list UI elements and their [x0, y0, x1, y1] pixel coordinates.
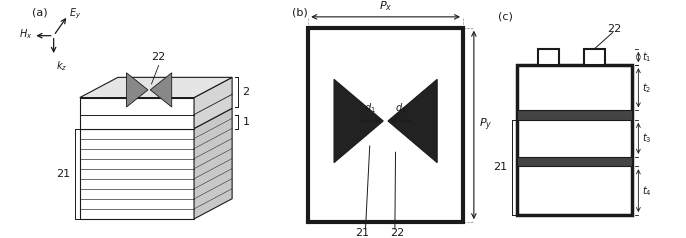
Text: $P_x$: $P_x$	[379, 0, 392, 13]
Text: 22: 22	[152, 52, 166, 62]
Polygon shape	[80, 77, 232, 98]
Polygon shape	[334, 79, 383, 163]
Text: $t_4$: $t_4$	[642, 184, 652, 198]
Text: $P_y$: $P_y$	[479, 117, 492, 133]
Polygon shape	[126, 73, 148, 107]
Text: 22: 22	[390, 228, 404, 238]
Text: 1: 1	[242, 117, 249, 127]
Text: 21: 21	[56, 169, 70, 179]
Bar	[584, 49, 605, 65]
Polygon shape	[388, 79, 437, 163]
Text: $t_1$: $t_1$	[642, 50, 652, 64]
Text: $d_1$: $d_1$	[364, 101, 376, 115]
Text: (c): (c)	[498, 11, 512, 21]
Bar	[517, 65, 632, 215]
Bar	[308, 28, 463, 222]
Text: (b): (b)	[292, 8, 308, 18]
Text: $k_z$: $k_z$	[56, 60, 67, 73]
Text: (a): (a)	[32, 7, 48, 17]
Text: 21: 21	[494, 163, 508, 173]
Polygon shape	[194, 77, 232, 129]
Text: 2: 2	[242, 87, 250, 97]
Text: $H_x$: $H_x$	[19, 28, 32, 41]
Polygon shape	[194, 108, 232, 219]
Text: 22: 22	[607, 24, 622, 34]
Text: 21: 21	[355, 228, 370, 238]
Polygon shape	[150, 73, 172, 107]
Text: $t_2$: $t_2$	[642, 81, 652, 95]
Text: $t_3$: $t_3$	[642, 131, 652, 145]
Bar	[517, 157, 632, 166]
Bar	[538, 49, 559, 65]
Polygon shape	[80, 98, 194, 129]
Bar	[517, 110, 632, 120]
Polygon shape	[80, 129, 194, 219]
Text: $E_y$: $E_y$	[69, 7, 82, 21]
Text: $d_2$: $d_2$	[395, 101, 407, 115]
